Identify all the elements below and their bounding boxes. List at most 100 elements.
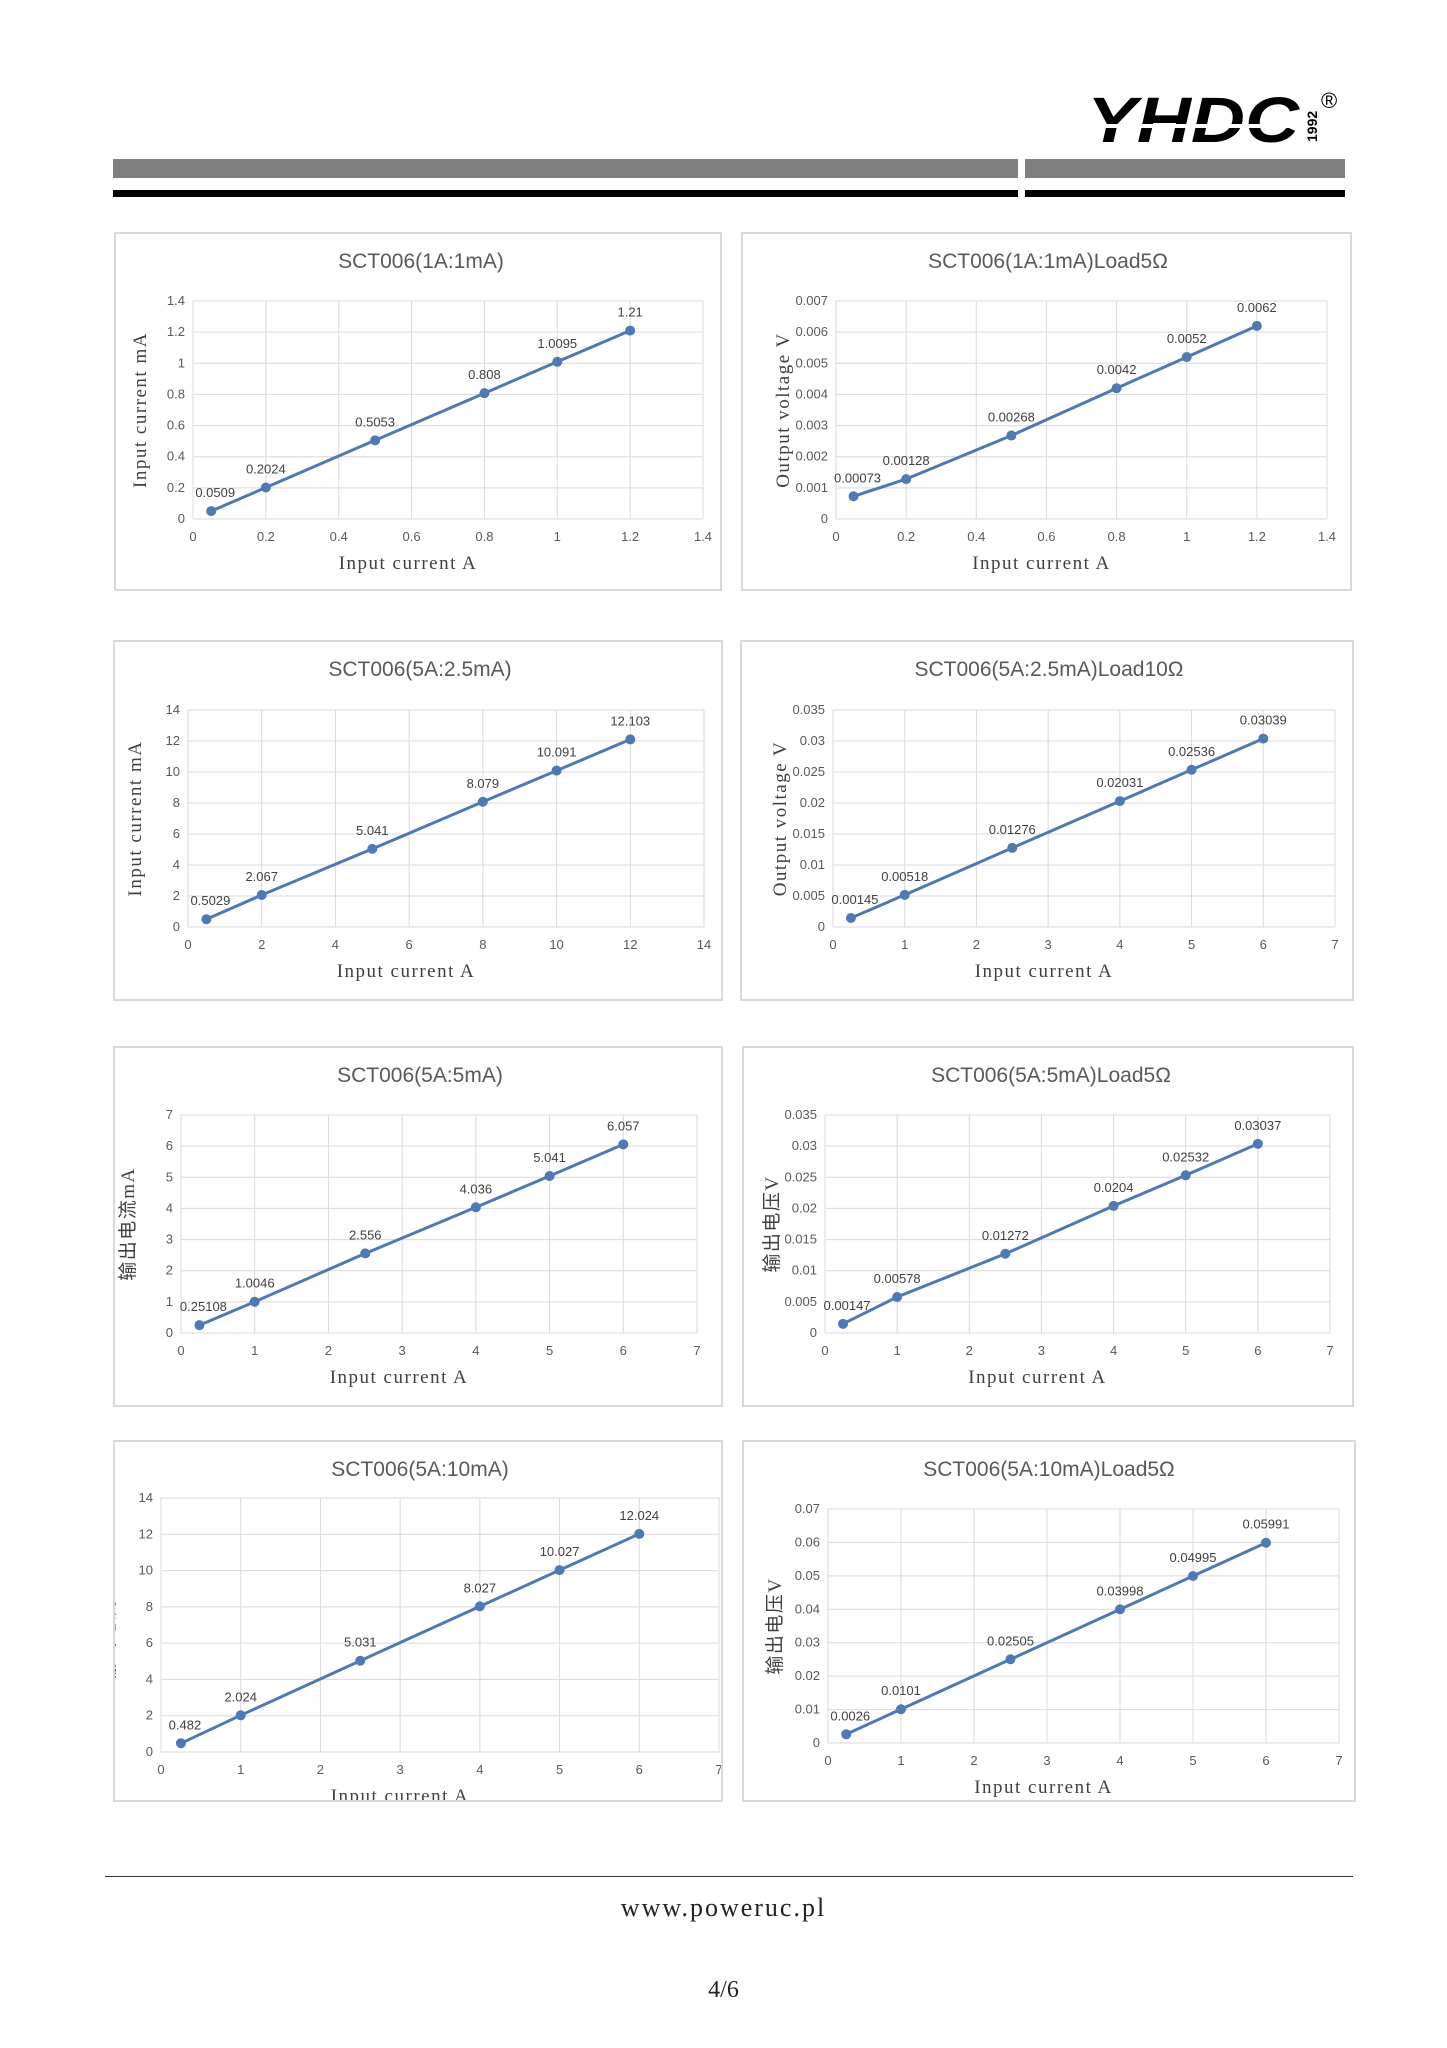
chart-sct006-5a-2-5ma: SCT006(5A:2.5mA) 0 2 4 6 8 10 12 14 0 2 4 6 8 10 12 14 In… [113, 640, 723, 1001]
y-axis-title: Input current mA [130, 332, 151, 488]
x-tick-label: 4 [1110, 1343, 1117, 1358]
data-label: 0.5053 [355, 414, 395, 429]
footer-rule [105, 1876, 1353, 1877]
y-tick-label: 0 [818, 919, 825, 934]
y-tick-label: 0.01 [795, 1702, 820, 1717]
data-point [370, 435, 381, 446]
data-point [1261, 1537, 1271, 1548]
x-tick-label: 3 [1043, 1753, 1050, 1768]
data-point [470, 1202, 481, 1213]
data-label: 0.0509 [195, 485, 235, 500]
x-axis-title: Input current A [974, 1777, 1113, 1798]
data-label: 2.556 [349, 1227, 382, 1242]
data-point [1006, 430, 1017, 441]
data-label: 0.0204 [1094, 1180, 1134, 1195]
data-label: 10.027 [540, 1544, 580, 1559]
series-line [842, 1142, 1259, 1326]
x-tick-label: 4 [332, 937, 339, 952]
series-line [845, 1541, 1267, 1736]
x-tick-label: 3 [1045, 937, 1052, 952]
series-line [210, 329, 631, 513]
y-tick-label: 6 [146, 1635, 153, 1650]
x-tick-label: 4 [1116, 1753, 1123, 1768]
data-label: 4.036 [460, 1181, 493, 1196]
data-label: 0.02505 [987, 1633, 1034, 1648]
data-point [552, 356, 563, 367]
y-tick-label: 5 [166, 1169, 173, 1184]
y-tick-label: 14 [166, 702, 180, 717]
data-point [1180, 1170, 1191, 1181]
data-point [360, 1248, 371, 1259]
x-tick-label: 0 [829, 937, 836, 952]
x-tick-label: 1 [554, 529, 561, 544]
data-point [838, 1318, 849, 1329]
data-label: 12.024 [619, 1508, 659, 1523]
data-point [625, 325, 636, 336]
header-rule-black-right [1025, 190, 1345, 197]
data-label: 0.02031 [1096, 775, 1143, 790]
data-point [367, 843, 378, 854]
y-axis-title: 输出电压V [764, 1577, 786, 1674]
data-label: 0.0026 [830, 1708, 870, 1723]
data-label: 2.024 [224, 1689, 257, 1704]
data-point [901, 474, 912, 485]
data-label: 0.482 [169, 1717, 202, 1732]
x-tick-label: 1.2 [621, 529, 639, 544]
x-tick-label: 7 [1331, 937, 1338, 952]
y-tick-label: 0.015 [784, 1232, 817, 1247]
data-label: 0.0042 [1097, 362, 1137, 377]
y-tick-label: 12 [166, 733, 180, 748]
data-point [1114, 796, 1125, 807]
data-label: 0.05991 [1243, 1517, 1290, 1532]
data-point [1007, 842, 1018, 853]
data-label: 8.027 [464, 1580, 497, 1595]
x-tick-label: 2 [970, 1753, 977, 1768]
data-label: 0.02536 [1168, 744, 1215, 759]
series-line [205, 738, 631, 921]
y-tick-label: 10 [166, 764, 180, 779]
x-tick-label: 0.8 [1108, 529, 1126, 544]
y-tick-label: 7 [166, 1107, 173, 1122]
x-tick-label: 6 [636, 1762, 643, 1777]
chart-svg: SCT006(5A:10mA)Load5Ω 0 0.01 0.02 0.03 0.04 0.… [764, 1458, 1343, 1798]
data-label: 5.031 [344, 1635, 377, 1650]
chart-sct006-5a-10ma-load5: SCT006(5A:10mA)Load5Ω 0 0.01 0.02 0.03 0.04 0.… [742, 1440, 1356, 1802]
data-point [260, 482, 271, 493]
chart-svg: SCT006(5A:2.5mA)Load10Ω 0 0.005 0.01 0.015 0.… [770, 658, 1339, 982]
data-label: 0.00518 [881, 869, 928, 884]
page-number: 4/6 [708, 1977, 739, 2003]
data-label: 0.00128 [883, 453, 930, 468]
x-tick-label: 0.2 [897, 529, 915, 544]
data-point [249, 1296, 260, 1307]
y-tick-label: 6 [166, 1138, 173, 1153]
data-point [479, 388, 490, 399]
y-tick-label: 1.4 [167, 293, 185, 308]
chart-sct006-5a-10ma: SCT006(5A:10mA) 0 2 4 6 8 10 12 14 0 1 2 3 4 5 6 7 Input … [113, 1440, 723, 1802]
data-point [1258, 733, 1269, 744]
x-tick-label: 0 [832, 529, 839, 544]
x-tick-label: 0.6 [403, 529, 421, 544]
x-tick-label: 5 [1189, 1753, 1196, 1768]
x-tick-label: 6 [1260, 937, 1267, 952]
data-label: 0.03037 [1234, 1118, 1281, 1133]
data-point [841, 1729, 852, 1740]
y-tick-label: 0.001 [795, 480, 828, 495]
y-axis-title: Input current mA [125, 741, 146, 897]
x-tick-label: 2 [966, 1343, 973, 1358]
x-tick-label: 6 [1262, 1753, 1269, 1768]
y-axis-title: Output voltage V [773, 332, 794, 488]
x-tick-label: 6 [1254, 1343, 1261, 1358]
data-label: 0.01272 [982, 1228, 1029, 1243]
x-tick-label: 1 [1183, 529, 1190, 544]
data-label: 0.02532 [1162, 1149, 1209, 1164]
data-label: 8.079 [467, 776, 500, 791]
data-point [634, 1528, 645, 1539]
y-tick-label: 0 [813, 1735, 820, 1750]
x-tick-label: 3 [397, 1762, 404, 1777]
x-tick-label: 10 [549, 937, 563, 952]
data-point [848, 491, 859, 502]
y-tick-label: 1.2 [167, 324, 185, 339]
x-tick-label: 4 [1116, 937, 1123, 952]
data-point [1115, 1604, 1125, 1615]
chart-svg: SCT006(1A:1mA) 0 0.2 0.4 0.6 0.8 1 1.2 1.4 0 0.2 0.… [130, 250, 712, 574]
